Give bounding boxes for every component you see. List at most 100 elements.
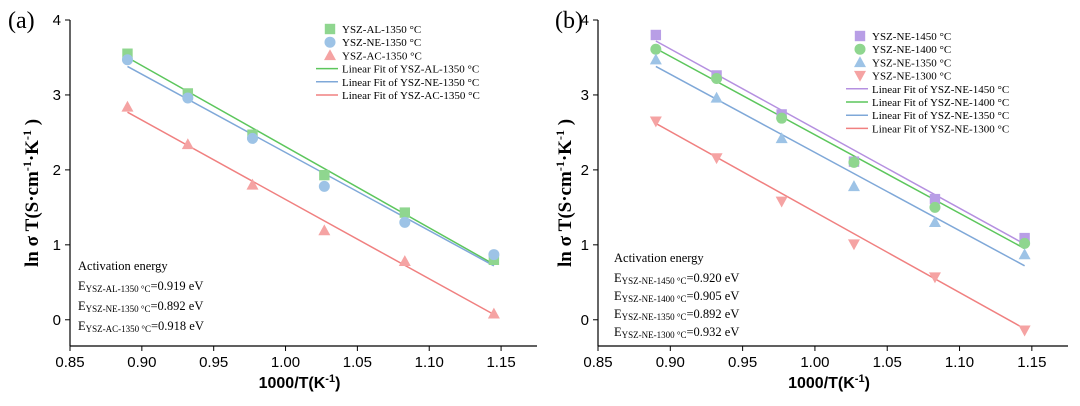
legend-label: YSZ-AL-1350 °C <box>342 24 421 36</box>
legend-label: Linear Fit of YSZ-AL-1350 °C <box>342 64 479 76</box>
legend-label: YSZ-NE-1300 °C <box>872 71 951 83</box>
x-tick-label: 1.10 <box>945 354 974 371</box>
data-point <box>649 53 662 65</box>
data-point <box>847 180 860 192</box>
y-tick-label: 1 <box>53 237 61 254</box>
y-tick-label: 0 <box>581 312 589 329</box>
y-tick-label: 3 <box>581 87 589 104</box>
panel-label: (a) <box>8 8 35 34</box>
legend-label: YSZ-NE-1350 °C <box>342 37 421 49</box>
data-point <box>398 255 411 267</box>
x-tick-label: 1.15 <box>486 354 515 371</box>
y-tick-label: 2 <box>53 162 61 179</box>
annotation-line: EYSZ-NE-1350 °C=0.892 eV <box>78 299 203 314</box>
annotation-line: EYSZ-NE-1300 °C=0.932 eV <box>614 325 739 340</box>
legend-symbol <box>324 49 336 61</box>
x-axis-title: 1000/T(K-1) <box>259 373 341 392</box>
data-point <box>710 91 723 103</box>
y-tick-label: 1 <box>581 237 589 254</box>
legend-label: Linear Fit of YSZ-NE-1350 °C <box>342 77 479 89</box>
annotation: Activation energy EYSZ-NE-1450 °C=0.920 e… <box>614 251 739 340</box>
legend-symbol <box>854 56 866 68</box>
data-point <box>318 224 331 236</box>
y-tick-label: 2 <box>581 162 589 179</box>
x-tick-label: 0.95 <box>728 354 757 371</box>
x-tick-label: 0.95 <box>199 354 228 371</box>
x-tick-label: 1.05 <box>873 354 902 371</box>
data-point <box>775 132 788 144</box>
data-point <box>487 307 500 319</box>
annotation-line: EYSZ-NE-1450 °C=0.920 eV <box>614 271 739 286</box>
x-tick-label: 0.90 <box>127 354 156 371</box>
data-point <box>399 207 411 218</box>
legend-symbol <box>854 70 866 82</box>
legend-symbol <box>324 23 336 35</box>
legend-label: Linear Fit of YSZ-NE-1400 °C <box>872 97 1009 109</box>
legend-symbol <box>854 30 866 42</box>
annotation-line: EYSZ-AL-1350 °C=0.919 eV <box>78 279 203 294</box>
x-tick-label: 1.05 <box>343 354 372 371</box>
data-point <box>121 100 134 112</box>
data-point <box>1018 325 1031 337</box>
annotation-title: Activation energy <box>614 251 704 265</box>
data-point <box>847 239 860 251</box>
data-point <box>182 92 194 104</box>
y-axis-title: ln σ T(S·cm-1·K-1 ) <box>553 119 576 267</box>
data-point <box>1018 248 1031 260</box>
x-tick-label: 0.85 <box>583 354 612 371</box>
data-point <box>711 72 723 84</box>
data-point <box>650 43 662 55</box>
legend-symbol <box>324 36 336 48</box>
y-tick-label: 3 <box>53 87 61 104</box>
data-point <box>929 201 941 213</box>
y-tick-label: 0 <box>53 312 61 329</box>
legend-symbol <box>854 43 866 55</box>
data-point <box>246 178 259 190</box>
x-tick-label: 0.90 <box>656 354 685 371</box>
annotation-line: EYSZ-NE-1400 °C=0.905 eV <box>614 289 739 304</box>
data-point <box>488 249 500 261</box>
legend-label: YSZ-NE-1450 °C <box>872 31 951 43</box>
data-point <box>848 156 860 168</box>
legend-label: Linear Fit of YSZ-NE-1350 °C <box>872 110 1009 122</box>
data-point <box>929 193 941 205</box>
x-tick-label: 1.10 <box>415 354 444 371</box>
x-tick-label: 1.00 <box>800 354 829 371</box>
x-axis-title: 1000/T(K-1) <box>788 373 870 392</box>
data-point <box>318 180 330 192</box>
legend-label: Linear Fit of YSZ-NE-1450 °C <box>872 84 1009 96</box>
data-point <box>649 116 662 128</box>
legend-label: Linear Fit of YSZ-AC-1350 °C <box>342 90 480 102</box>
y-axis-title: ln σ T(S·cm-1·K-1 ) <box>20 119 43 267</box>
panel-label: (b) <box>555 8 583 34</box>
data-point <box>775 196 788 208</box>
legend-label: YSZ-NE-1350 °C <box>872 57 951 69</box>
fit-line <box>655 40 1025 245</box>
y-tick-label: 4 <box>581 12 589 29</box>
x-tick-label: 1.15 <box>1017 354 1046 371</box>
x-tick-label: 0.85 <box>55 354 84 371</box>
data-point <box>928 216 941 228</box>
data-point <box>246 132 258 144</box>
data-point <box>776 112 788 124</box>
data-point <box>1019 237 1031 249</box>
data-point <box>928 272 941 284</box>
annotation-title: Activation energy <box>78 259 168 273</box>
data-point <box>710 153 723 165</box>
legend-label: YSZ-NE-1400 °C <box>872 44 951 56</box>
legend-label: YSZ-AC-1350 °C <box>342 50 422 62</box>
x-tick-label: 1.00 <box>271 354 300 371</box>
data-point <box>122 48 133 59</box>
annotation: Activation energy EYSZ-AL-1350 °C=0.919 e… <box>78 259 204 334</box>
data-point <box>650 29 662 41</box>
chart-panel-a: (a) 0.85 0.90 0.95 1.00 1.05 1.10 1.15 0 1 2 3 4 1000… <box>8 8 537 392</box>
data-point <box>121 54 133 66</box>
data-point <box>181 138 194 150</box>
chart-panel-b: (b) 0.85 0.90 0.95 1.00 1.05 1.10 1.15 0 1 2 3 4 1000… <box>553 8 1068 392</box>
annotation-line: EYSZ-NE-1350 °C=0.892 eV <box>614 307 739 322</box>
y-tick-label: 4 <box>53 12 61 29</box>
annotation-line: EYSZ-AC-1350 °C=0.918 eV <box>78 319 204 334</box>
legend-label: Linear Fit of YSZ-NE-1300 °C <box>872 123 1009 135</box>
